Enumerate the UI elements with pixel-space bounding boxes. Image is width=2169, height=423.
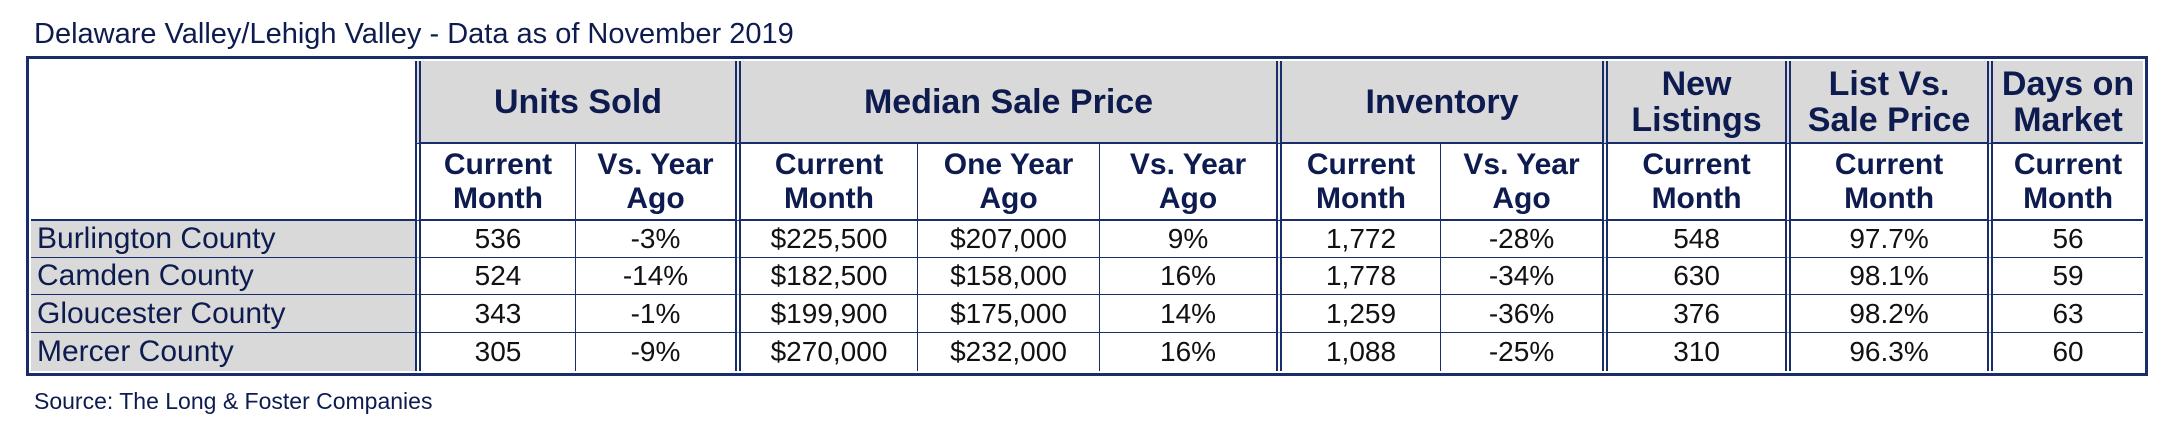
price-one-year-cell: $232,000 [917,333,1099,371]
new-listings-cell: 376 [1602,295,1786,333]
subheader-list-vs-sale-current: Current Month [1785,144,1988,221]
county-name: Camden County [31,258,415,295]
price-current-cell: $225,500 [735,221,918,258]
subheader-units-current: Current Month [415,144,575,221]
inventory-vs-year-cell: -28% [1440,221,1603,258]
units-current-cell: 305 [415,333,575,371]
inventory-vs-year-cell: -36% [1440,295,1603,333]
inventory-vs-year-cell: -25% [1440,333,1602,371]
price-vs-year-cell: 14% [1099,295,1277,333]
header-inventory: Inventory [1276,61,1603,144]
units-vs-year-cell: -3% [575,221,736,258]
subheader-days-on-market-current: Current Month [1987,144,2144,221]
inventory-current-cell: 1,772 [1276,221,1441,258]
header-list-vs-sale-price: List Vs. Sale Price [1785,61,1988,144]
price-vs-year-cell: 16% [1099,333,1276,371]
table-row: Camden County 524 -14% $182,500 $158,000… [31,258,2144,295]
county-name: Gloucester County [31,295,415,333]
subheader-inventory-vs-year: Vs. Year Ago [1440,144,1603,221]
market-data-table: Units Sold Median Sale Price Inventory N… [31,61,2144,371]
days-on-market-cell: 59 [1987,258,2144,295]
list-vs-sale-cell: 98.2% [1785,295,1988,333]
list-vs-sale-cell: 98.1% [1785,258,1988,295]
table-row: Mercer County 305 -9% $270,000 $232,000 … [31,333,2143,371]
subheader-inventory-current: Current Month [1276,144,1441,221]
price-one-year-cell: $175,000 [917,295,1100,333]
price-current-cell: $199,900 [735,295,918,333]
units-vs-year-cell: -14% [575,258,736,295]
days-on-market-cell: 56 [1987,221,2144,258]
table-row: Gloucester County 343 -1% $199,900 $175,… [31,295,2144,333]
units-current-cell: 524 [415,258,575,295]
report-title: Delaware Valley/Lehigh Valley - Data as … [34,18,794,50]
corner-cell [31,61,415,221]
days-on-market-cell: 60 [1987,333,2143,371]
units-current-cell: 343 [415,295,575,333]
table-row: Burlington County 536 -3% $225,500 $207,… [31,221,2144,258]
header-median-sale-price: Median Sale Price [735,61,1277,144]
inventory-vs-year-cell: -34% [1440,258,1603,295]
price-current-cell: $270,000 [735,333,917,371]
subheader-units-vs-year: Vs. Year Ago [575,144,736,221]
subheader-new-listings-current: Current Month [1602,144,1786,221]
inventory-current-cell: 1,088 [1276,333,1440,371]
source-note: Source: The Long & Foster Companies [34,388,433,414]
days-on-market-cell: 63 [1987,295,2144,333]
header-units-sold: Units Sold [415,61,736,144]
county-name: Burlington County [31,221,415,258]
market-data-table-frame: Units Sold Median Sale Price Inventory N… [26,56,2148,376]
new-listings-cell: 548 [1602,221,1786,258]
inventory-current-cell: 1,259 [1276,295,1441,333]
price-current-cell: $182,500 [735,258,918,295]
units-current-cell: 536 [415,221,575,258]
price-one-year-cell: $207,000 [917,221,1100,258]
units-vs-year-cell: -1% [575,295,736,333]
price-one-year-cell: $158,000 [917,258,1100,295]
new-listings-cell: 310 [1602,333,1785,371]
price-vs-year-cell: 16% [1099,258,1277,295]
subheader-price-current: Current Month [735,144,918,221]
list-vs-sale-cell: 97.7% [1785,221,1988,258]
inventory-current-cell: 1,778 [1276,258,1441,295]
header-new-listings: New Listings [1602,61,1786,144]
header-days-on-market: Days on Market [1987,61,2144,144]
county-name: Mercer County [31,333,415,371]
new-listings-cell: 630 [1602,258,1786,295]
list-vs-sale-cell: 96.3% [1785,333,1987,371]
units-vs-year-cell: -9% [575,333,735,371]
subheader-price-one-year: One Year Ago [917,144,1100,221]
subheader-price-vs-year: Vs. Year Ago [1099,144,1277,221]
price-vs-year-cell: 9% [1099,221,1277,258]
